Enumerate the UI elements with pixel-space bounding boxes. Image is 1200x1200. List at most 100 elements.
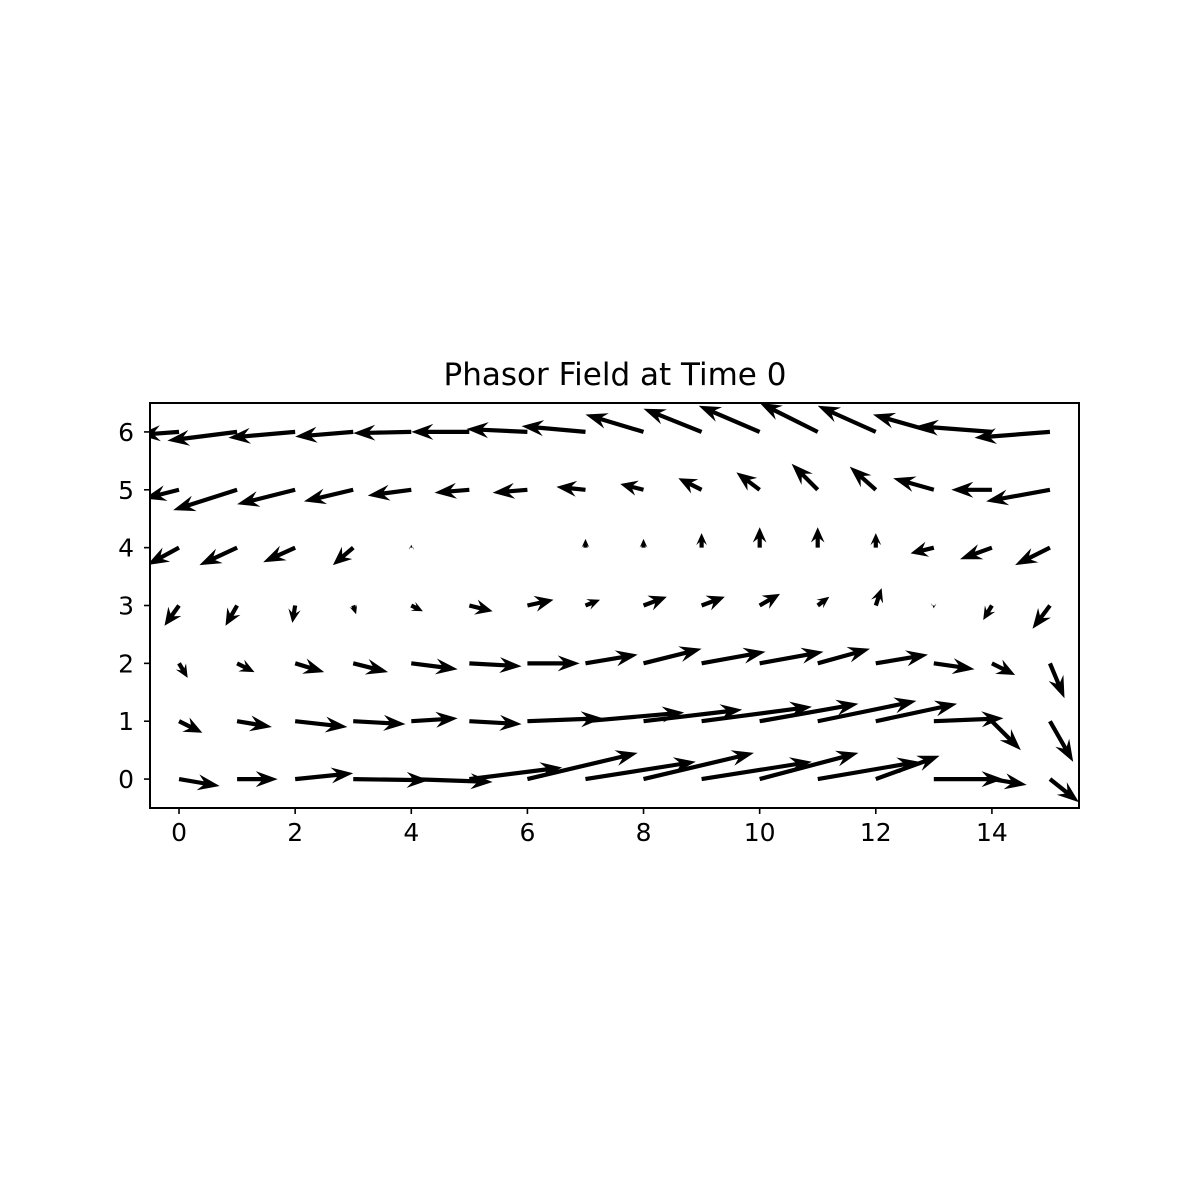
- quiver-arrow: [584, 599, 600, 610]
- chart-title: Phasor Field at Time 0: [444, 357, 787, 393]
- quiver-arrow: [167, 429, 238, 446]
- y-tick-label: 0: [118, 765, 134, 794]
- quiver-arrow: [701, 757, 812, 782]
- quiver-arrow: [933, 658, 975, 674]
- quiver-arrow: [367, 484, 412, 501]
- quiver-arrow: [294, 716, 348, 733]
- quiver-arrow: [643, 750, 754, 782]
- quiver-arrow: [872, 412, 935, 434]
- y-tick-label: 3: [118, 592, 134, 621]
- quiver-arrow: [875, 700, 958, 724]
- x-tick-label: 4: [403, 818, 419, 847]
- x-tick-label: 14: [976, 818, 1008, 847]
- quiver-arrow: [983, 604, 996, 620]
- quiver-arrow: [759, 750, 859, 782]
- quiver-arrow: [791, 463, 820, 492]
- quiver-arrow: [349, 604, 358, 615]
- arrow-field: [150, 403, 1079, 803]
- quiver-arrow: [974, 428, 1051, 444]
- quiver-arrow: [916, 419, 993, 436]
- quiver-arrow: [228, 427, 296, 444]
- quiver-arrow: [178, 717, 203, 733]
- quiver-arrow: [933, 711, 1004, 728]
- quiver-arrow: [639, 538, 648, 548]
- quiver-arrow: [817, 647, 870, 666]
- quiver-arrow: [294, 658, 325, 674]
- quiver-arrow: [237, 487, 296, 507]
- quiver-arrow: [991, 659, 1016, 675]
- quiver-arrow: [643, 408, 703, 434]
- quiver-arrow: [585, 413, 645, 434]
- x-tick-label: 12: [860, 818, 892, 847]
- quiver-arrow: [469, 714, 522, 731]
- y-tick-label: 4: [118, 534, 134, 563]
- quiver-arrow: [991, 773, 1027, 790]
- quiver-arrow: [585, 650, 638, 667]
- quiver-arrow: [875, 650, 928, 667]
- quiver-arrow: [303, 487, 354, 505]
- quiver-arrow: [870, 533, 882, 548]
- quiver-arrow: [816, 596, 830, 609]
- quiver-arrow: [1048, 662, 1065, 699]
- quiver-arrow: [411, 711, 458, 728]
- x-tick-label: 10: [744, 818, 776, 847]
- quiver-arrow: [643, 646, 702, 666]
- y-tick-label: 5: [118, 476, 134, 505]
- x-tick-label: 0: [171, 818, 187, 847]
- quiver-arrow: [469, 657, 522, 673]
- quiver-arrow: [581, 538, 590, 548]
- quiver-arrow: [410, 601, 423, 612]
- quiver-arrow: [817, 405, 877, 434]
- quiver-arrow: [173, 487, 238, 512]
- quiver-arrow: [175, 662, 188, 678]
- quiver-arrow: [986, 487, 1051, 506]
- y-tick-label: 2: [118, 649, 134, 678]
- quiver-arrow: [288, 605, 301, 623]
- quiver-arrow: [411, 773, 493, 790]
- quiver-arrow: [701, 701, 812, 724]
- quiver-arrow: [150, 425, 180, 442]
- quiver-arrow: [236, 715, 272, 732]
- quiver-arrow: [678, 478, 703, 494]
- quiver-arrow: [849, 466, 878, 492]
- x-tick-label: 8: [636, 818, 652, 847]
- quiver-arrow: [411, 423, 470, 440]
- quiver-arrow: [353, 714, 406, 731]
- quiver-arrow: [150, 485, 180, 501]
- quiver-arrow: [620, 480, 644, 496]
- quiver-arrow: [527, 711, 603, 728]
- quiver-arrow: [332, 546, 355, 566]
- quiver-arrow: [758, 593, 780, 609]
- quiver-arrow: [521, 420, 586, 437]
- quiver-arrow: [759, 699, 859, 724]
- quiver-arrow: [1032, 604, 1052, 629]
- quiver-arrow: [736, 472, 761, 492]
- quiver-arrow: [526, 750, 638, 782]
- quiver-arrow: [696, 533, 707, 548]
- quiver-arrow: [875, 755, 940, 781]
- quiver-arrow: [556, 480, 586, 497]
- quiver-arrow: [527, 655, 580, 672]
- quiver-arrow: [353, 771, 429, 788]
- quiver-arrow: [951, 481, 992, 498]
- quiver-arrow: [178, 774, 220, 791]
- quiver-arrow: [960, 544, 993, 560]
- quiver-arrow: [817, 697, 917, 724]
- quiver-arrow: [643, 704, 743, 724]
- quiver-arrow: [642, 595, 667, 611]
- quiver-arrow: [263, 545, 296, 563]
- quiver-arrow: [752, 527, 767, 548]
- quiver-arrow: [237, 771, 278, 788]
- quiver-arrow: [817, 757, 920, 782]
- quiver-arrow: [1048, 720, 1074, 762]
- quiver-arrow: [236, 659, 255, 673]
- quiver-arrow: [468, 599, 493, 615]
- quiver-arrow: [701, 647, 766, 666]
- quiver-arrow: [759, 647, 824, 666]
- quiver-arrow: [492, 482, 528, 499]
- quiver-arrow: [810, 527, 825, 548]
- quiver-arrow: [150, 545, 180, 565]
- y-tick-label: 6: [118, 418, 134, 447]
- quiver-arrow: [199, 545, 238, 566]
